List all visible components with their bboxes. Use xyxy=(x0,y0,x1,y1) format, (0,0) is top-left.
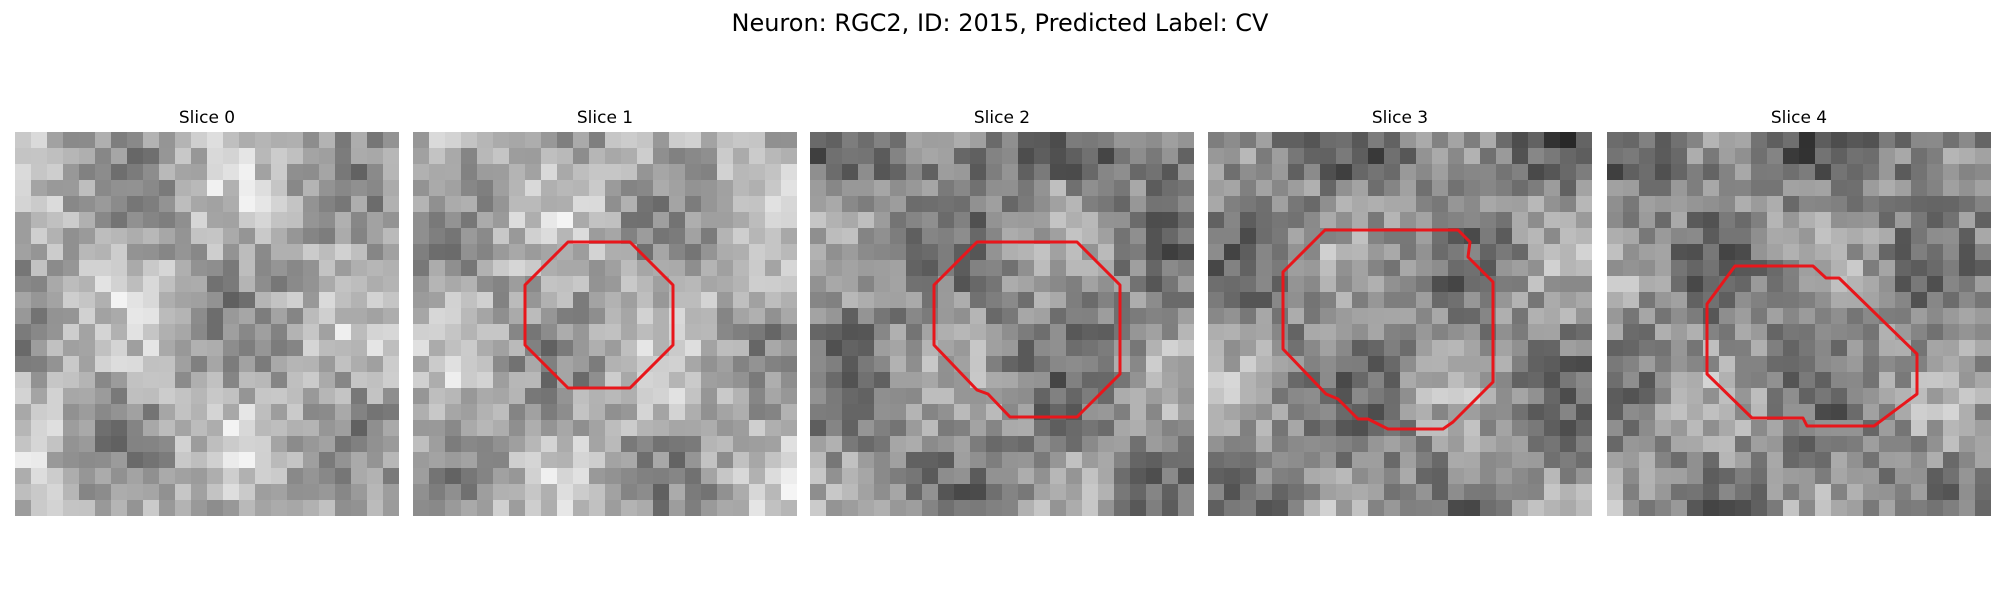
slice-panel-4: Slice 4 xyxy=(1607,108,1991,516)
pixel-texture xyxy=(810,132,1194,516)
slice-image-2 xyxy=(810,132,1194,516)
slice-title: Slice 1 xyxy=(576,108,634,128)
slice-image-4 xyxy=(1607,132,1991,516)
slice-panel-2: Slice 2 xyxy=(810,108,1194,516)
roi-outline xyxy=(523,240,675,390)
slice-panel-3: Slice 3 xyxy=(1208,108,1592,516)
pixel-texture xyxy=(413,132,797,516)
slice-title: Slice 0 xyxy=(178,108,236,128)
figure-title: Neuron: RGC2, ID: 2015, Predicted Label:… xyxy=(731,9,1269,37)
slice-title: Slice 3 xyxy=(1371,108,1429,128)
slice-title: Slice 4 xyxy=(1770,108,1828,128)
pixel-texture xyxy=(15,132,399,516)
pixel-texture xyxy=(1208,132,1592,516)
pixel-texture xyxy=(1607,132,1991,516)
slice-panel-1: Slice 1 xyxy=(413,108,797,516)
slice-panel-0: Slice 0 xyxy=(15,108,399,516)
roi-outline xyxy=(1705,264,1919,428)
slice-image-3 xyxy=(1208,132,1592,516)
roi-outline xyxy=(932,240,1122,419)
slice-image-1 xyxy=(413,132,797,516)
roi-outline xyxy=(1281,228,1495,431)
slice-title: Slice 2 xyxy=(973,108,1031,128)
slice-image-0 xyxy=(15,132,399,516)
